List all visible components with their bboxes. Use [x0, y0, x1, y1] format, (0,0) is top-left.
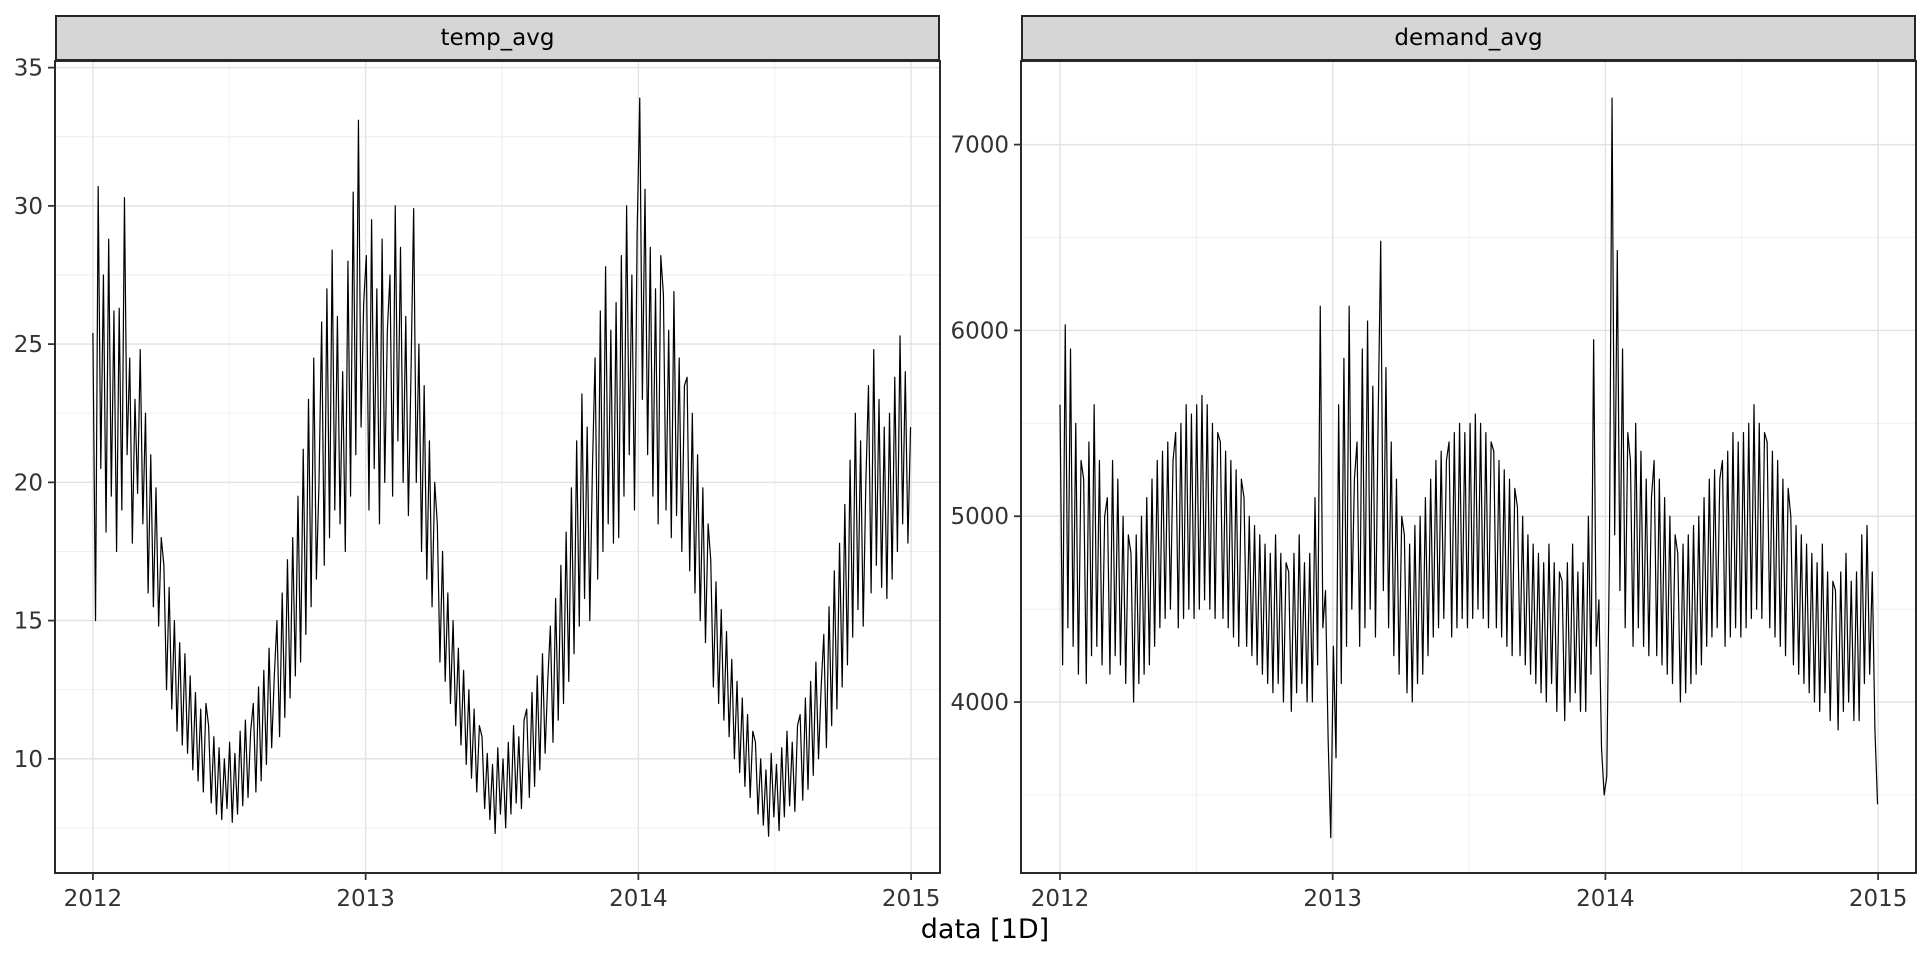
y-tick-label: 25: [14, 332, 43, 358]
series-line-temp_avg: [92, 97, 912, 837]
panel-background: [55, 61, 940, 873]
x-axis-title: data [1D]: [920, 914, 1050, 945]
x-tick-label: 2013: [1303, 886, 1362, 912]
facet-strip-temp-avg-label: temp_avg: [440, 25, 555, 51]
panel-temp-avg: 2012 2013 2014 2015 10 15 20 25 30 35: [14, 56, 941, 912]
y-tick-label: 10: [14, 747, 43, 773]
x-tick-label: 2014: [1576, 886, 1635, 912]
y-tick-label: 7000: [950, 133, 1009, 159]
panel-demand-avg: 2012 2013 2014 2015 4000 5000 6000 7000: [950, 60, 1917, 912]
y-tick-label: 4000: [950, 690, 1009, 716]
x-tick-label: 2012: [1031, 886, 1090, 912]
y-tick-label: 35: [14, 56, 43, 82]
x-tick-label: 2014: [609, 886, 668, 912]
y-tick-label: 30: [14, 194, 43, 220]
panel-background: [1021, 61, 1916, 873]
x-tick-label: 2013: [336, 886, 395, 912]
panel-border: [54, 60, 941, 874]
y-tick-label: 20: [14, 470, 43, 496]
y-tick-label: 15: [14, 609, 43, 635]
x-tick-label: 2012: [64, 886, 123, 912]
x-tick-label: 2015: [1849, 886, 1908, 912]
series-line-demand_avg: [1059, 97, 1879, 839]
panel-border: [1020, 60, 1917, 874]
x-tick-label: 2015: [882, 886, 941, 912]
facet-strip-temp-avg: temp_avg: [55, 15, 940, 61]
y-tick-label: 6000: [950, 318, 1009, 344]
facet-strip-demand-avg: demand_avg: [1021, 15, 1916, 61]
y-tick-label: 5000: [950, 504, 1009, 530]
facet-strip-demand-avg-label: demand_avg: [1394, 25, 1543, 51]
